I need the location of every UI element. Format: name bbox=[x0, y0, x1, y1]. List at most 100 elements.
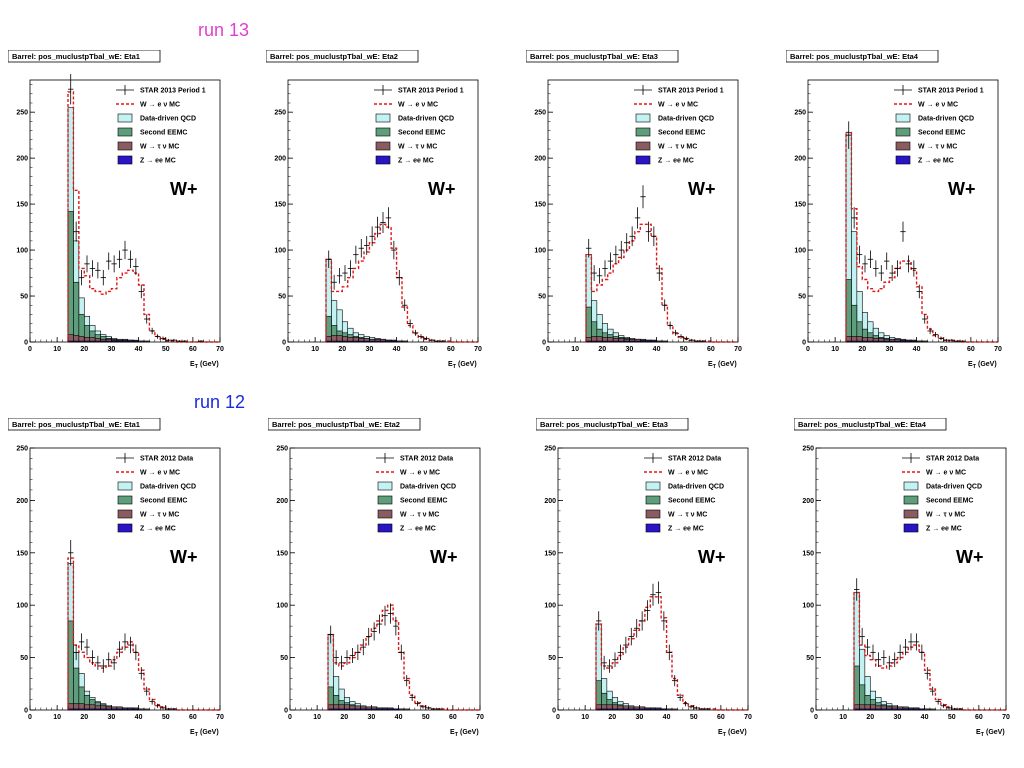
data-point bbox=[694, 340, 700, 342]
data-point bbox=[661, 611, 667, 631]
zee-histogram-bin bbox=[78, 708, 85, 711]
x-tick-label: 70 bbox=[1002, 714, 1010, 721]
x-tick-label: 50 bbox=[422, 714, 430, 721]
data-point bbox=[73, 221, 79, 242]
x-axis-label: ET (GeV) bbox=[190, 361, 219, 370]
x-tick-label: 20 bbox=[598, 346, 606, 353]
w-plus-annotation: W+ bbox=[948, 179, 976, 199]
y-tick-label: 50 bbox=[538, 294, 546, 301]
legend-entry: Second EEMC bbox=[903, 495, 973, 505]
y-tick-label: 250 bbox=[544, 446, 556, 453]
x-tick-label: 70 bbox=[474, 346, 482, 353]
x-tick-label: 40 bbox=[395, 714, 403, 721]
zee-histogram-bin bbox=[94, 708, 101, 711]
legend-entry: STAR 2013 Period 1 bbox=[116, 85, 206, 95]
data-point bbox=[704, 707, 710, 710]
zee-histogram-bin bbox=[878, 340, 885, 343]
legend-label: W → τ ν MC bbox=[140, 512, 179, 519]
data-point bbox=[655, 581, 662, 604]
data-point bbox=[165, 338, 172, 342]
data-point bbox=[122, 633, 128, 651]
x-tick-label: 50 bbox=[948, 714, 956, 721]
chart-panel-5: Barrel: pos_muclustpTbal_wE: Eta1 0 10 20 30… bbox=[8, 418, 240, 748]
chart-svg: Barrel: pos_muclustpTbal_wE: Eta1 0 10 20 30… bbox=[8, 50, 224, 370]
x-tick-label: 70 bbox=[216, 714, 224, 721]
x-tick-label: 60 bbox=[189, 714, 197, 721]
x-axis-label: ET (GeV) bbox=[448, 361, 477, 370]
data-point bbox=[894, 260, 901, 277]
wenu-mc-line bbox=[327, 604, 480, 711]
zee-histogram-bin bbox=[645, 340, 652, 343]
legend-entry: W → τ ν MC bbox=[895, 141, 957, 151]
data-point bbox=[374, 216, 381, 238]
legend-label: W → τ ν MC bbox=[140, 144, 179, 151]
legend-entry: Second EEMC bbox=[117, 127, 187, 137]
x-tick-label: 70 bbox=[744, 714, 752, 721]
y-tick-label: 0 bbox=[24, 708, 28, 715]
y-tick-label: 100 bbox=[534, 248, 546, 255]
x-tick-label: 0 bbox=[806, 346, 810, 353]
zee-histogram-bin bbox=[352, 340, 359, 343]
legend-label: Data-driven QCD bbox=[398, 116, 454, 123]
x-tick-label: 0 bbox=[286, 346, 290, 353]
y-tick-label: 50 bbox=[548, 655, 556, 662]
zee-histogram-bin bbox=[111, 340, 118, 343]
x-tick-label: 40 bbox=[393, 346, 401, 353]
data-point bbox=[412, 329, 419, 336]
data-point bbox=[651, 226, 657, 247]
zee-histogram-bin bbox=[381, 708, 389, 711]
y-tick-label: 50 bbox=[806, 655, 814, 662]
data-point bbox=[326, 250, 332, 268]
zee-histogram-bin bbox=[886, 708, 893, 711]
legend-label: Z → ee MC bbox=[918, 158, 954, 165]
data-point bbox=[84, 255, 90, 273]
legend-entry: Second EEMC bbox=[645, 495, 715, 505]
legend-entry: W → e ν MC bbox=[374, 102, 438, 109]
legend-entry: W → e ν MC bbox=[116, 470, 180, 477]
legend-label: Z → ee MC bbox=[400, 526, 436, 533]
y-tick-label: 250 bbox=[802, 446, 814, 453]
zee-histogram-bin bbox=[644, 708, 651, 711]
data-point bbox=[133, 644, 139, 661]
legend-label: W → e ν MC bbox=[926, 470, 966, 477]
data-point bbox=[369, 226, 375, 247]
run12-label: run 12 bbox=[194, 392, 246, 412]
legend-entry: Z → ee MC bbox=[903, 523, 962, 533]
legend-entry: W → τ ν MC bbox=[903, 509, 965, 519]
data-point bbox=[106, 652, 112, 667]
chart-svg: Barrel: pos_muclustpTbal_wE: Eta4 0 10 20 30… bbox=[786, 50, 1002, 370]
eemc-histogram-bin bbox=[585, 306, 592, 343]
zee-histogram-bin bbox=[336, 340, 343, 343]
legend-label: STAR 2012 Data bbox=[926, 456, 979, 463]
data-point bbox=[420, 705, 426, 709]
legend-label: W → τ ν MC bbox=[668, 512, 707, 519]
zee-histogram-bin bbox=[655, 708, 662, 711]
data-point bbox=[349, 647, 356, 664]
data-point bbox=[404, 675, 410, 687]
data-point bbox=[154, 703, 161, 708]
y-tick-label: 200 bbox=[16, 156, 28, 163]
data-point bbox=[144, 314, 150, 324]
x-tick-label: 20 bbox=[80, 714, 88, 721]
wtau-histogram-bin bbox=[401, 340, 408, 343]
chart-svg: Barrel: pos_muclustpTbal_wE: Eta2 0 10 20 30… bbox=[268, 418, 484, 738]
data-point bbox=[905, 255, 912, 273]
x-tick-label: 60 bbox=[975, 714, 983, 721]
wenu-mc-line bbox=[853, 591, 1006, 711]
data-point bbox=[396, 269, 402, 286]
eemc-histogram-bin bbox=[73, 281, 80, 343]
data-point bbox=[870, 644, 876, 661]
zee-histogram-bin bbox=[116, 340, 123, 343]
data-point bbox=[629, 226, 635, 247]
title-box bbox=[8, 50, 161, 63]
data-point bbox=[100, 269, 106, 286]
data-point bbox=[333, 650, 339, 666]
zee-histogram-bin bbox=[116, 708, 123, 711]
zee-histogram-bin bbox=[618, 340, 625, 343]
y-tick-label: 0 bbox=[810, 708, 814, 715]
data-point bbox=[700, 340, 706, 342]
data-point bbox=[387, 603, 394, 624]
zee-histogram-bin bbox=[650, 340, 657, 343]
legend-entry: W → e ν MC bbox=[376, 470, 440, 477]
x-tick-label: 0 bbox=[556, 714, 560, 721]
